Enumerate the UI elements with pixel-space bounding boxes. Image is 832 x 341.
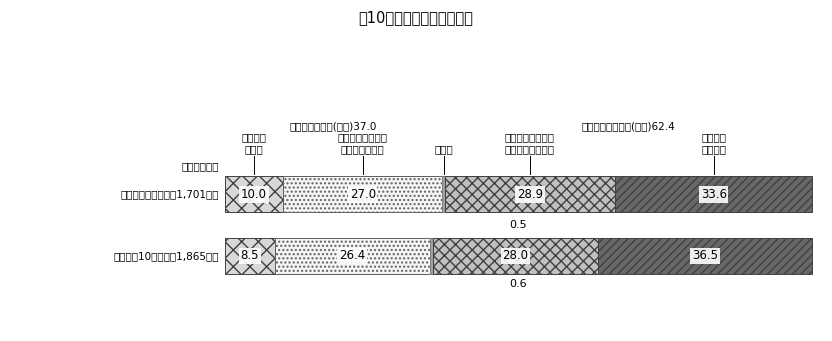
Text: 27.0: 27.0 (349, 188, 376, 201)
Bar (615, 176, 812, 212)
Bar (225, 238, 275, 273)
Text: 令和３年９月調査（1,701人）: 令和３年９月調査（1,701人） (121, 189, 219, 199)
Text: 親しみを
感じない: 親しみを 感じない (701, 132, 726, 154)
Text: 令和２年10月調査（1,865人）: 令和２年10月調査（1,865人） (113, 251, 219, 261)
Bar (430, 238, 433, 273)
Text: どちらかというと
親しみを感じる: どちらかというと 親しみを感じる (338, 132, 388, 154)
Bar (225, 176, 284, 212)
Bar (433, 238, 598, 273)
Text: 親しみを感じる(小計)37.0: 親しみを感じる(小計)37.0 (290, 121, 377, 131)
Text: 26.4: 26.4 (339, 249, 365, 262)
Text: 28.9: 28.9 (517, 188, 543, 201)
Bar (442, 176, 445, 212)
Bar (275, 238, 430, 273)
Text: 36.5: 36.5 (692, 249, 718, 262)
Text: 0.6: 0.6 (510, 279, 527, 289)
Text: 図10　韓国に対する親近感: 図10 韓国に対する親近感 (359, 10, 473, 25)
Text: （該当者数）: （該当者数） (181, 161, 219, 171)
Text: 8.5: 8.5 (240, 249, 259, 262)
Bar (445, 176, 615, 212)
Text: どちらかというと
親しみを感じない: どちらかというと 親しみを感じない (505, 132, 555, 154)
Text: 33.6: 33.6 (701, 188, 726, 201)
Text: 10.0: 10.0 (241, 188, 267, 201)
Text: 0.5: 0.5 (510, 220, 527, 230)
Text: 親しみを感じない(小計)62.4: 親しみを感じない(小計)62.4 (582, 121, 676, 131)
Text: 無回答: 無回答 (434, 144, 453, 154)
Bar (284, 176, 442, 212)
Bar (598, 238, 812, 273)
Text: 28.0: 28.0 (503, 249, 528, 262)
Text: 親しみを
感じる: 親しみを 感じる (241, 132, 266, 154)
